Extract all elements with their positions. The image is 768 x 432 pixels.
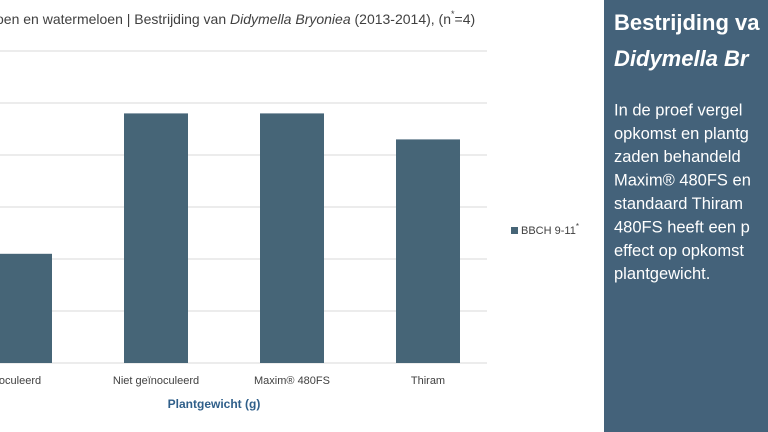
legend-swatch: [511, 227, 518, 234]
panel-title: Bestrijding va: [614, 10, 760, 35]
bar: [0, 253, 52, 363]
legend-label: BBCH 9-11*: [521, 222, 579, 237]
side-panel: [604, 0, 768, 432]
legend-mark: *: [576, 222, 579, 231]
title-part: =4): [455, 11, 476, 27]
legend-text: BBCH 9-11: [521, 225, 576, 237]
x-tick-label: oculeerd: [0, 375, 41, 387]
panel-body-line: effect op opkomst: [614, 242, 744, 260]
title-part: *: [451, 9, 455, 19]
bar: [124, 113, 188, 364]
chart-title: oen en watermeloen | Bestrijding van Did…: [0, 9, 475, 26]
title-part: (2013-2014), (n: [351, 11, 451, 27]
x-tick-label: Maxim® 480FS: [254, 375, 330, 387]
bar: [260, 113, 324, 364]
title-part: Didymella Bryoniea: [230, 11, 351, 27]
panel-body-line: In de proef vergel: [614, 101, 742, 119]
x-tick-label: Thiram: [411, 375, 445, 387]
panel-body-line: plantgewicht.: [614, 265, 710, 283]
bar: [396, 139, 460, 363]
x-tick-label: Niet geïnoculeerd: [113, 375, 199, 387]
panel-body-line: standaard Thiram: [614, 195, 743, 213]
title-part: oen en watermeloen | Bestrijding van: [0, 11, 230, 27]
panel-body-line: 480FS heeft een p: [614, 218, 750, 236]
x-axis-label: Plantgewicht (g): [168, 397, 261, 411]
panel-body-line: Maxim® 480FS en: [614, 172, 751, 190]
panel-title: Didymella Br: [614, 46, 750, 71]
panel-text: Bestrijding va Didymella Br In de proef ve…: [614, 10, 760, 283]
panel-body-line: zaden behandeld: [614, 148, 741, 166]
panel-body-line: opkomst en plantg: [614, 125, 749, 143]
